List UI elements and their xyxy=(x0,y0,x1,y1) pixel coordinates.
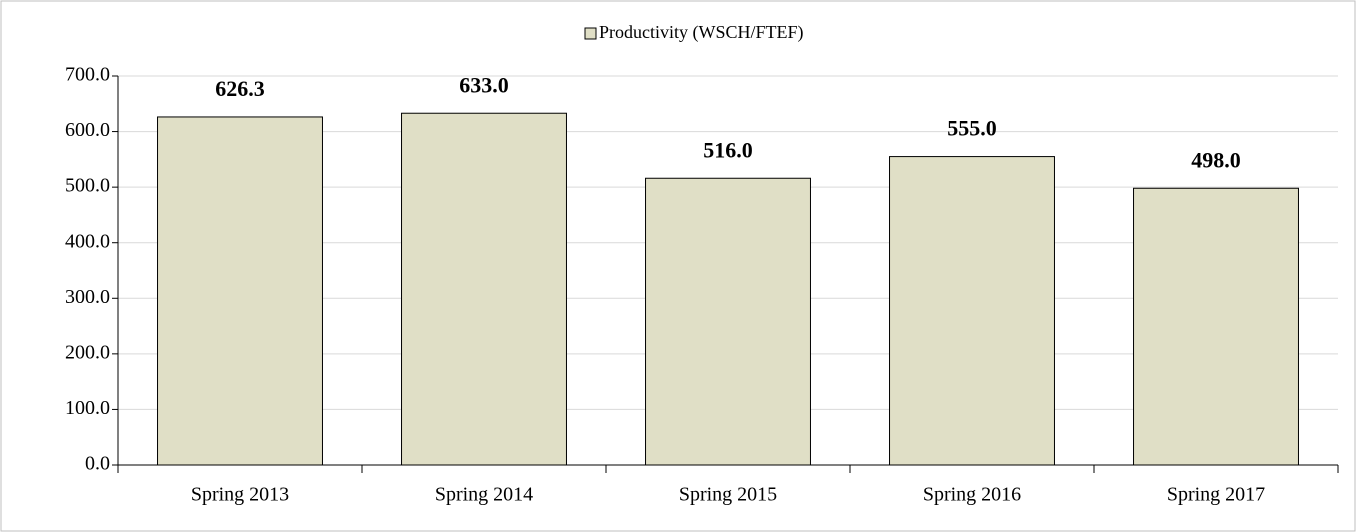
x-tick-label: Spring 2014 xyxy=(435,484,533,506)
x-tick-label: Spring 2017 xyxy=(1167,484,1265,506)
data-label: 555.0 xyxy=(947,116,997,141)
y-tick-label: 200.0 xyxy=(65,341,110,363)
y-tick-label: 400.0 xyxy=(65,230,110,252)
data-label: 626.3 xyxy=(215,76,265,101)
x-tick-label: Spring 2016 xyxy=(923,484,1021,506)
legend-swatch xyxy=(584,27,597,40)
y-tick-label: 0.0 xyxy=(85,453,110,475)
y-tick-label: 100.0 xyxy=(65,397,110,419)
data-label: 633.0 xyxy=(459,72,509,97)
x-tick-label: Spring 2015 xyxy=(679,484,777,506)
legend-label: Productivity (WSCH/FTEF) xyxy=(599,22,804,43)
bar xyxy=(1133,187,1299,466)
y-tick-label: 700.0 xyxy=(65,64,110,86)
bar xyxy=(889,156,1055,466)
y-tick-label: 600.0 xyxy=(65,119,110,141)
x-tick-label: Spring 2013 xyxy=(191,484,289,506)
bar xyxy=(157,116,323,466)
bar xyxy=(401,112,567,466)
data-label: 516.0 xyxy=(703,137,753,162)
y-tick-label: 500.0 xyxy=(65,175,110,197)
bar xyxy=(645,177,811,466)
y-tick-label: 300.0 xyxy=(65,286,110,308)
data-label: 498.0 xyxy=(1191,147,1241,172)
